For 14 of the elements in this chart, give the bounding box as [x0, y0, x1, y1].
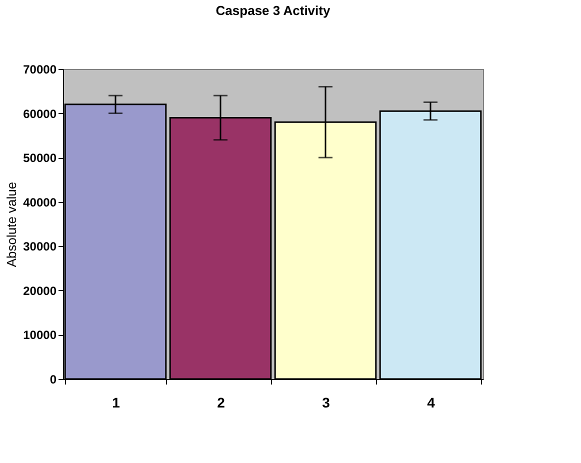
x-tick-label: 4	[427, 394, 436, 410]
y-tick-label: 60000	[23, 106, 57, 121]
x-tick-label: 1	[112, 394, 120, 410]
y-tick-label: 40000	[23, 195, 57, 210]
y-tick-label: 20000	[23, 284, 57, 298]
y-tick-label: 30000	[23, 240, 57, 254]
chart-title: Caspase 3 Activity	[216, 3, 331, 18]
y-axis-title: Absolute value	[4, 182, 20, 268]
y-tick-label: 10000	[23, 328, 57, 342]
y-tick-label: 50000	[23, 151, 57, 166]
x-tick-label: 2	[217, 394, 226, 410]
y-tick-label: 0	[50, 372, 57, 386]
x-tick-label: 3	[322, 394, 330, 410]
y-tick-label: 70000	[23, 62, 57, 76]
